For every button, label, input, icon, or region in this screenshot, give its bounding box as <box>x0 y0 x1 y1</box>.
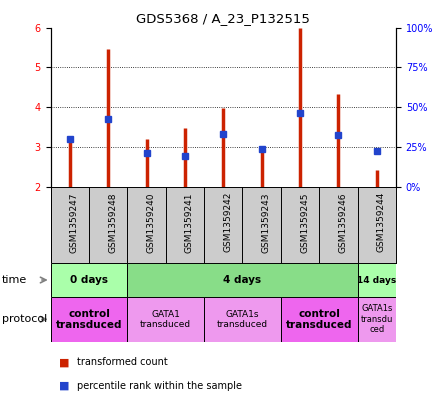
Text: GATA1s
transduced: GATA1s transduced <box>217 310 268 329</box>
Bar <box>358 263 396 297</box>
Text: control
transduced: control transduced <box>56 309 122 330</box>
Bar <box>127 297 204 342</box>
Text: GSM1359246: GSM1359246 <box>338 192 348 253</box>
Text: GSM1359244: GSM1359244 <box>377 192 386 252</box>
Text: time: time <box>2 275 27 285</box>
Bar <box>281 297 358 342</box>
Bar <box>51 297 127 342</box>
Text: GSM1359247: GSM1359247 <box>70 192 79 253</box>
Text: GATA1s
transdu
ced: GATA1s transdu ced <box>361 305 393 334</box>
Text: GSM1359243: GSM1359243 <box>262 192 271 253</box>
Text: GSM1359241: GSM1359241 <box>185 192 194 253</box>
Text: percentile rank within the sample: percentile rank within the sample <box>77 381 242 391</box>
Text: GSM1359242: GSM1359242 <box>223 192 232 252</box>
Text: 4 days: 4 days <box>224 275 261 285</box>
Text: GSM1359248: GSM1359248 <box>108 192 117 253</box>
Text: 14 days: 14 days <box>357 275 396 285</box>
Text: ■: ■ <box>59 358 70 367</box>
Text: GATA1
transduced: GATA1 transduced <box>140 310 191 329</box>
Bar <box>358 297 396 342</box>
Bar <box>51 263 127 297</box>
Bar <box>127 263 358 297</box>
Text: protocol: protocol <box>2 314 48 324</box>
Text: 0 days: 0 days <box>70 275 108 285</box>
Text: transformed count: transformed count <box>77 358 168 367</box>
Title: GDS5368 / A_23_P132515: GDS5368 / A_23_P132515 <box>136 12 310 25</box>
Text: control
transduced: control transduced <box>286 309 352 330</box>
Text: ■: ■ <box>59 381 70 391</box>
Text: GSM1359245: GSM1359245 <box>300 192 309 253</box>
Text: GSM1359240: GSM1359240 <box>147 192 156 253</box>
Bar <box>204 297 281 342</box>
